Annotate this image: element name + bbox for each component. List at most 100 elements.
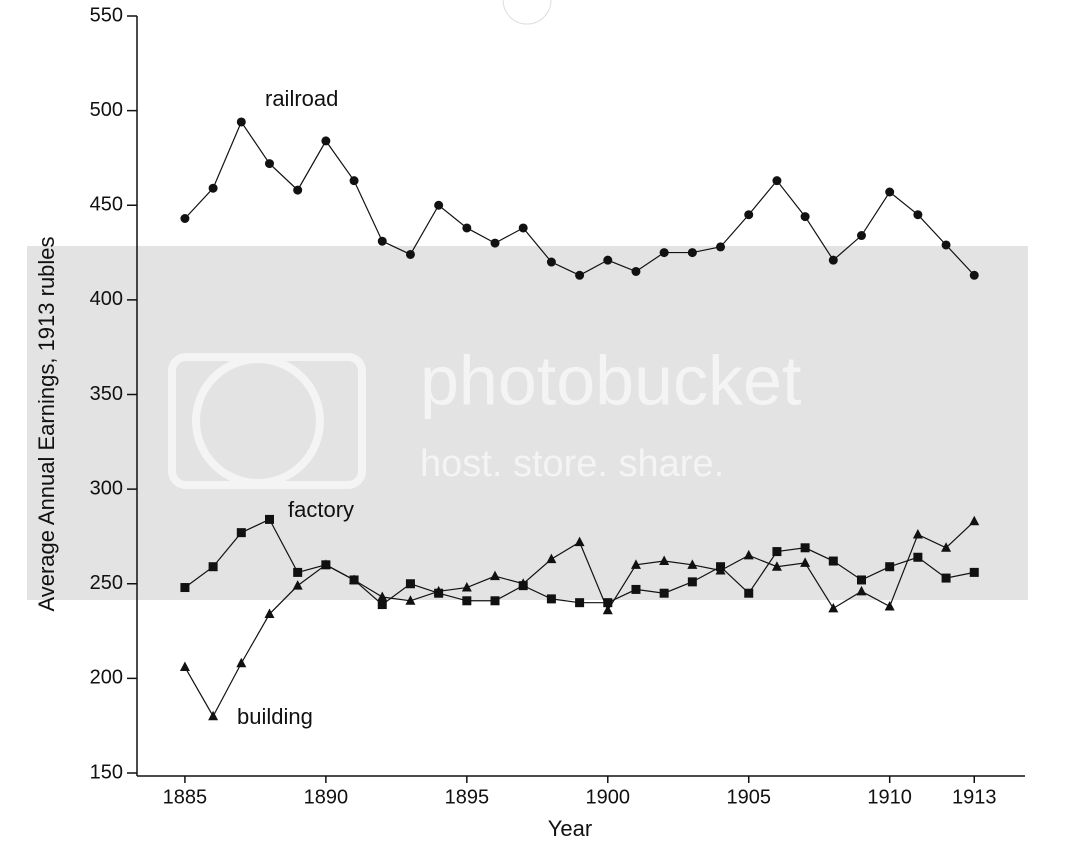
point [264, 608, 275, 619]
point [856, 231, 866, 241]
point [461, 582, 472, 592]
point [546, 257, 556, 267]
point [828, 602, 839, 613]
point [462, 596, 472, 606]
point [490, 596, 500, 606]
x-tick-label: 1910 [867, 786, 912, 808]
point [659, 588, 669, 598]
point [772, 547, 782, 557]
point [518, 223, 528, 233]
watermark-tagline: host. store. share. [420, 443, 724, 485]
series-label: building [237, 704, 313, 729]
point [405, 249, 415, 259]
point [687, 248, 697, 258]
y-tick-label: 400 [90, 288, 123, 310]
point [885, 187, 895, 197]
point [603, 255, 613, 265]
point [631, 584, 641, 594]
point [180, 213, 190, 223]
point [236, 657, 247, 668]
x-tick-label: 1900 [586, 786, 631, 808]
point [546, 594, 556, 604]
point [377, 591, 388, 601]
point [292, 580, 303, 590]
y-tick-label: 550 [90, 4, 123, 26]
point [885, 562, 895, 572]
point [800, 543, 810, 553]
watermark-band [27, 246, 1028, 600]
point [264, 514, 274, 524]
point [433, 585, 444, 596]
point [293, 567, 303, 577]
decoration [502, 0, 552, 25]
y-axis-title: Average Annual Earnings, 1913 rubles [34, 236, 59, 611]
point [772, 176, 782, 186]
point [716, 242, 726, 252]
x-tick-label: 1895 [445, 786, 490, 808]
point [518, 578, 529, 588]
y-tick-label: 500 [90, 99, 123, 121]
point [630, 559, 641, 569]
series-label: factory [288, 497, 354, 522]
point [208, 562, 218, 572]
point [208, 183, 218, 193]
point [856, 585, 867, 596]
point [743, 549, 754, 560]
point [236, 528, 246, 538]
point [293, 185, 303, 195]
y-tick-label: 200 [90, 667, 123, 689]
y-tick-label: 150 [90, 761, 123, 783]
watermark-logo: photobucket [420, 341, 801, 419]
point [659, 555, 670, 566]
point [405, 595, 416, 605]
point [574, 536, 585, 547]
point [602, 604, 613, 615]
point [349, 176, 359, 186]
point [715, 565, 726, 575]
series-label: railroad [265, 86, 338, 111]
point [405, 579, 415, 589]
y-tick-label: 250 [90, 572, 123, 594]
point [969, 270, 979, 280]
x-tick-label: 1890 [304, 786, 349, 808]
point [349, 574, 360, 584]
point [264, 159, 274, 169]
point [800, 212, 810, 222]
watermark: photobucket host. store. share. [27, 246, 1028, 600]
point [490, 570, 501, 581]
point [377, 600, 387, 610]
point [744, 210, 754, 220]
point [913, 552, 923, 562]
point [828, 255, 838, 265]
point [434, 200, 444, 210]
point [180, 583, 190, 593]
point [941, 542, 952, 552]
point [659, 248, 669, 258]
point [828, 556, 838, 566]
point [631, 266, 641, 276]
point [969, 515, 980, 526]
point [884, 600, 895, 611]
point [687, 577, 697, 587]
point [941, 573, 951, 583]
point [941, 240, 951, 250]
point [179, 661, 190, 672]
x-tick-label: 1885 [163, 786, 208, 808]
point [208, 710, 219, 721]
point [321, 136, 331, 146]
point [575, 270, 585, 280]
point [687, 559, 698, 569]
point [575, 598, 585, 608]
point [913, 210, 923, 220]
point [603, 598, 613, 608]
point [856, 575, 866, 585]
point [744, 588, 754, 598]
y-tick-label: 350 [90, 383, 123, 405]
point [800, 557, 811, 567]
point [462, 223, 472, 233]
point [969, 567, 979, 577]
point [771, 561, 782, 571]
x-axis-title: Year [548, 816, 592, 841]
